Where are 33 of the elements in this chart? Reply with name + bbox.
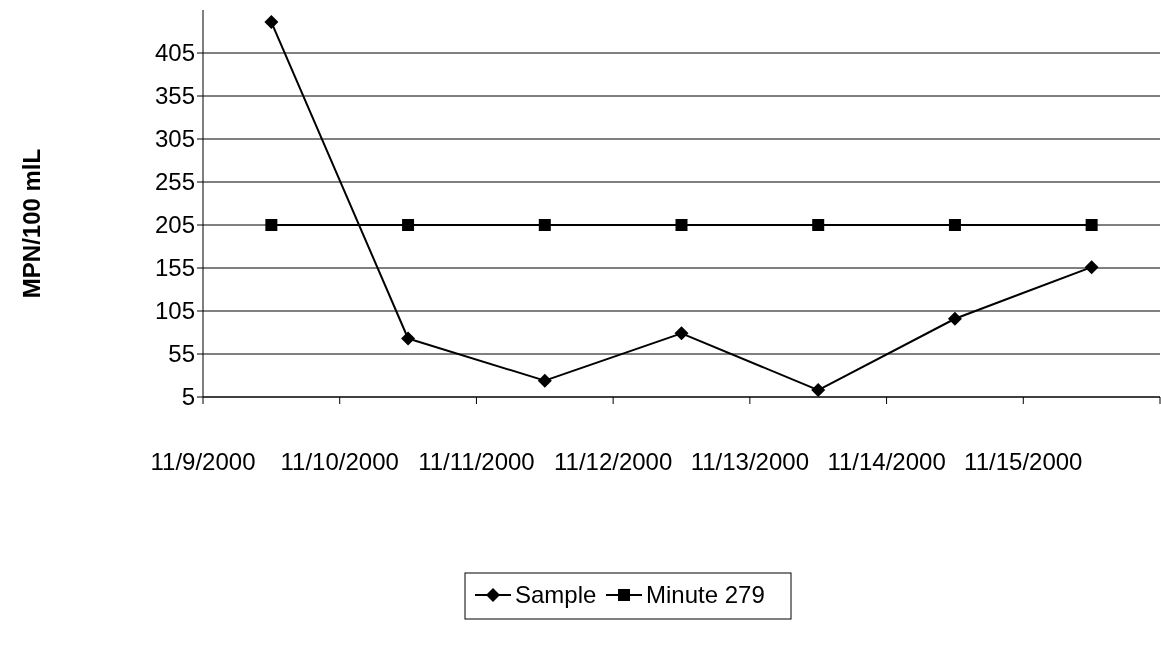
point (947, 311, 962, 326)
y-tick-label: 205 (154, 211, 195, 239)
y-axis-title: MPN/100 mlL (18, 148, 45, 299)
x-tick-label: 11/12/2000 (553, 448, 673, 475)
x-tick-label: 11/11/2000 (418, 448, 535, 475)
y-tick-label: 255 (154, 168, 195, 196)
point (675, 219, 688, 231)
point (264, 15, 279, 30)
point (1084, 260, 1099, 275)
x-tick-label: 11/14/2000 (827, 448, 946, 475)
legend-label: Minute 279 (646, 581, 765, 609)
y-tick-label: 5 (181, 383, 195, 411)
x-tick-label: 11/9/2000 (150, 448, 256, 475)
point (811, 383, 826, 398)
point (538, 219, 551, 231)
point (265, 219, 278, 231)
point (948, 219, 961, 231)
x-tick-label: 11/10/2000 (280, 448, 399, 475)
x-tick-label: 11/13/2000 (690, 448, 810, 475)
y-tick-label: 55 (168, 340, 195, 368)
y-tick-label: 355 (154, 82, 195, 110)
point (402, 219, 415, 231)
legend-label: Sample (515, 581, 597, 609)
y-tick-label: 405 (154, 39, 195, 67)
y-tick-label: 305 (154, 125, 195, 153)
y-tick-label: 105 (154, 297, 195, 325)
point (1085, 219, 1098, 231)
y-tick-label: 155 (154, 254, 195, 282)
point (812, 219, 825, 231)
point (401, 331, 416, 346)
point (674, 326, 689, 341)
x-tick-label: 11/15/2000 (964, 448, 1083, 475)
point (537, 373, 552, 388)
